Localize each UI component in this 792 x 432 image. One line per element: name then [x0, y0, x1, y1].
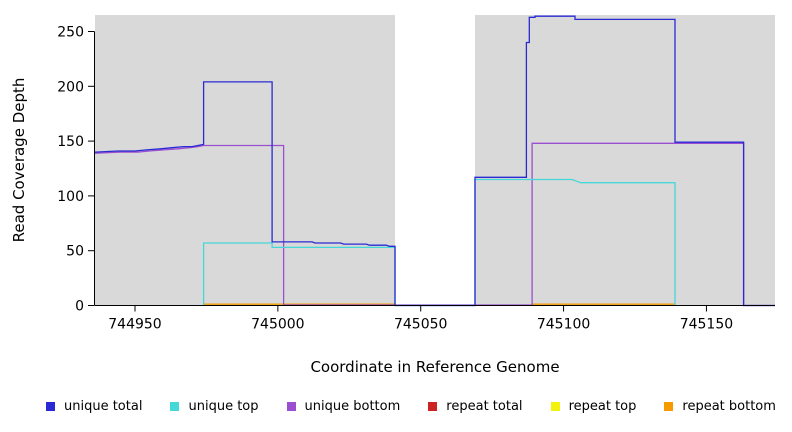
axes-group: 744950 745000 745050 745100 745150 0 50 100 150 2…	[57, 25, 775, 333]
panel-shaded-region	[475, 15, 775, 306]
series-line-unique-total	[94, 15, 775, 307]
legend-item-unique-bottom: unique bottom	[286, 398, 401, 414]
legend-label-repeat-bottom: repeat bottom	[682, 398, 776, 414]
legend-label-unique-top: unique top	[188, 398, 259, 414]
legend-item-unique-total: unique total	[46, 399, 142, 414]
x-tick-label: 745000	[251, 317, 304, 333]
plot-panel-background	[95, 15, 775, 306]
y-tick-label: 0	[75, 299, 84, 315]
legend-item-unique-top: unique top	[170, 398, 259, 414]
x-tick-label: 744950	[108, 317, 161, 333]
legend-label-repeat-top: repeat top	[568, 398, 637, 414]
legend: unique total unique top unique bottom repea…	[0, 386, 792, 432]
y-tick-label: 200	[57, 79, 84, 95]
legend-item-repeat-total: repeat total	[428, 398, 523, 414]
y-axis-title: Read Coverage Depth	[10, 78, 28, 243]
y-tick-label: 50	[66, 244, 84, 260]
legend-swatch-unique-total	[46, 401, 55, 411]
y-tick-label: 100	[57, 189, 84, 205]
legend-swatch-repeat-bottom	[664, 401, 674, 411]
coverage-chart-canvas: 744950 745000 745050 745100 745150 0 50 100 150 2…	[10, 15, 775, 376]
y-tick-label: 250	[57, 25, 84, 41]
y-tick-label: 150	[57, 134, 84, 150]
x-tick-label: 745100	[537, 317, 590, 333]
legend-swatch-repeat-total	[428, 401, 438, 411]
x-tick-label: 745050	[394, 317, 447, 333]
legend-item-repeat-top: repeat top	[550, 398, 637, 414]
legend-swatch-unique-top	[170, 401, 180, 411]
legend-label-unique-bottom: unique bottom	[304, 398, 401, 414]
legend-label-repeat-total: repeat total	[446, 398, 523, 414]
legend-swatch-repeat-top	[550, 401, 560, 411]
legend-label-unique-total: unique total	[64, 398, 143, 414]
series-line-unique-bottom	[94, 142, 775, 307]
panel-shaded-region	[95, 15, 395, 306]
x-tick-label: 745150	[680, 317, 733, 333]
legend-item-repeat-bottom: repeat bottom	[664, 399, 776, 414]
legend-swatch-unique-bottom	[286, 401, 296, 411]
x-axis-title: Coordinate in Reference Genome	[310, 358, 559, 376]
